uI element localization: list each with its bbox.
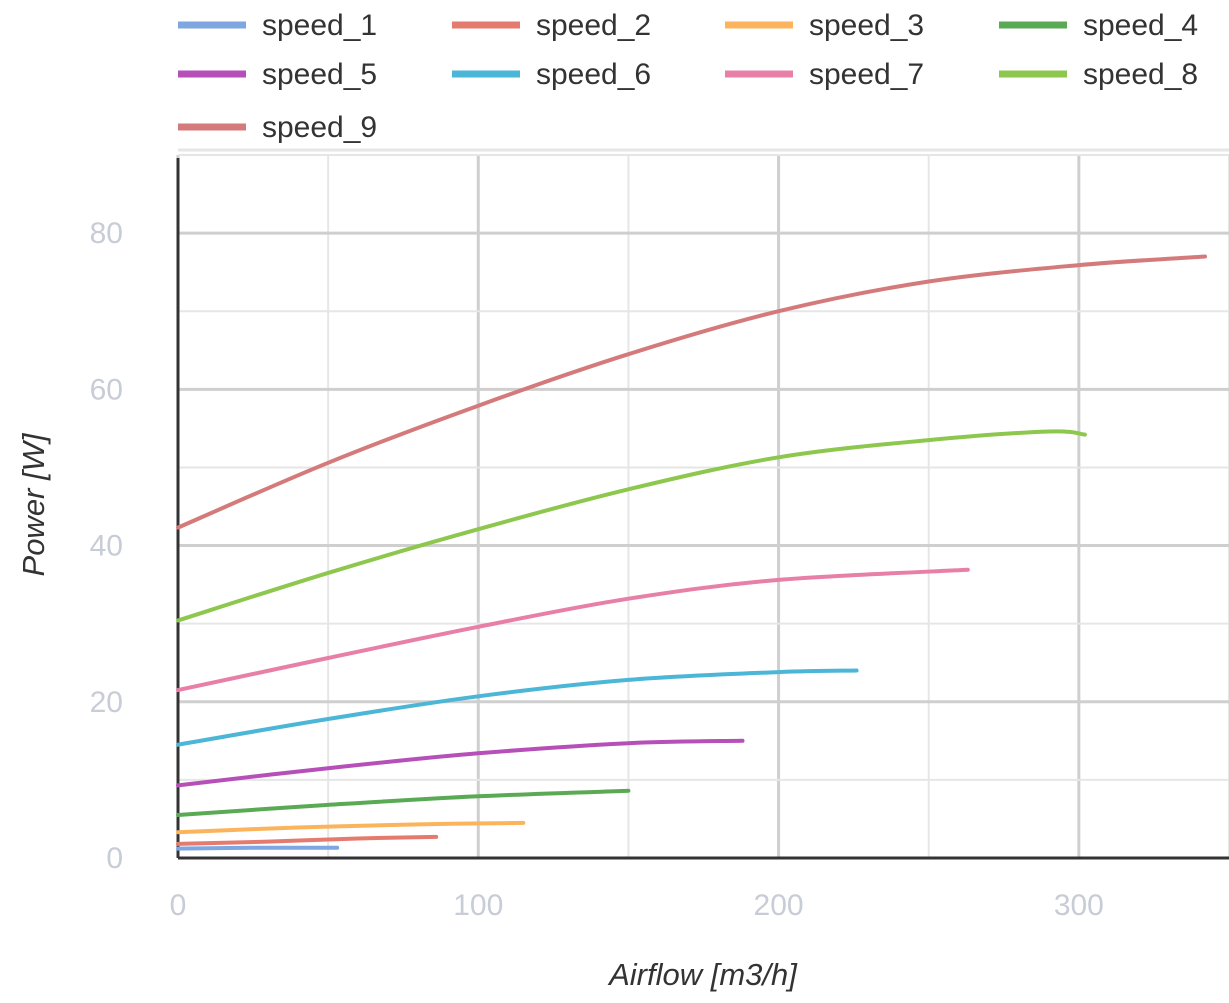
legend-label: speed_3 bbox=[809, 9, 924, 42]
legend-label: speed_5 bbox=[262, 58, 377, 91]
legend-label: speed_1 bbox=[262, 9, 377, 42]
axes bbox=[176, 158, 1229, 860]
legend-item-speed_1[interactable]: speed_1 bbox=[178, 9, 377, 42]
series-line-speed_3 bbox=[176, 820, 526, 835]
y-tick-label: 0 bbox=[106, 842, 123, 875]
legend-label: speed_2 bbox=[536, 9, 651, 42]
legend-item-speed_2[interactable]: speed_2 bbox=[452, 9, 651, 42]
legend-label: speed_4 bbox=[1083, 9, 1198, 42]
series-layer bbox=[176, 254, 1207, 851]
legend-item-speed_9[interactable]: speed_9 bbox=[178, 111, 377, 144]
series-line-speed_4 bbox=[176, 788, 631, 817]
series-line-speed_9 bbox=[176, 254, 1207, 530]
legend-item-speed_3[interactable]: speed_3 bbox=[725, 9, 924, 42]
series-line-speed_1 bbox=[176, 845, 340, 851]
y-tick-label: 80 bbox=[90, 217, 123, 250]
legend-label: speed_8 bbox=[1083, 58, 1198, 91]
grid bbox=[176, 148, 1229, 858]
legend-item-speed_6[interactable]: speed_6 bbox=[452, 58, 651, 91]
x-tick-label: 200 bbox=[754, 889, 804, 922]
legend-label: speed_9 bbox=[262, 111, 377, 144]
legend-item-speed_8[interactable]: speed_8 bbox=[999, 58, 1198, 91]
series-line-speed_5 bbox=[176, 738, 745, 788]
x-axis-title: Airflow [m3/h] bbox=[607, 957, 798, 992]
x-tick-label: 0 bbox=[170, 889, 187, 922]
legend-item-speed_5[interactable]: speed_5 bbox=[178, 58, 377, 91]
series-line-speed_6 bbox=[176, 668, 859, 747]
series-line-speed_2 bbox=[176, 834, 439, 846]
tick-labels: 0 100 200 300 0 20 40 60 80 bbox=[90, 217, 1104, 922]
legend-item-speed_7[interactable]: speed_7 bbox=[725, 58, 924, 91]
legend-item-speed_4[interactable]: speed_4 bbox=[999, 9, 1198, 42]
legend-label: speed_6 bbox=[536, 58, 651, 91]
x-tick-label: 100 bbox=[453, 889, 503, 922]
y-tick-label: 20 bbox=[90, 686, 123, 719]
y-tick-label: 60 bbox=[90, 373, 123, 406]
y-axis-title: Power [W] bbox=[16, 432, 51, 576]
series-line-speed_7 bbox=[176, 567, 970, 693]
legend-label: speed_7 bbox=[809, 58, 924, 91]
series-line-speed_8 bbox=[176, 429, 1087, 623]
x-tick-label: 300 bbox=[1054, 889, 1104, 922]
y-tick-label: 40 bbox=[90, 530, 123, 563]
